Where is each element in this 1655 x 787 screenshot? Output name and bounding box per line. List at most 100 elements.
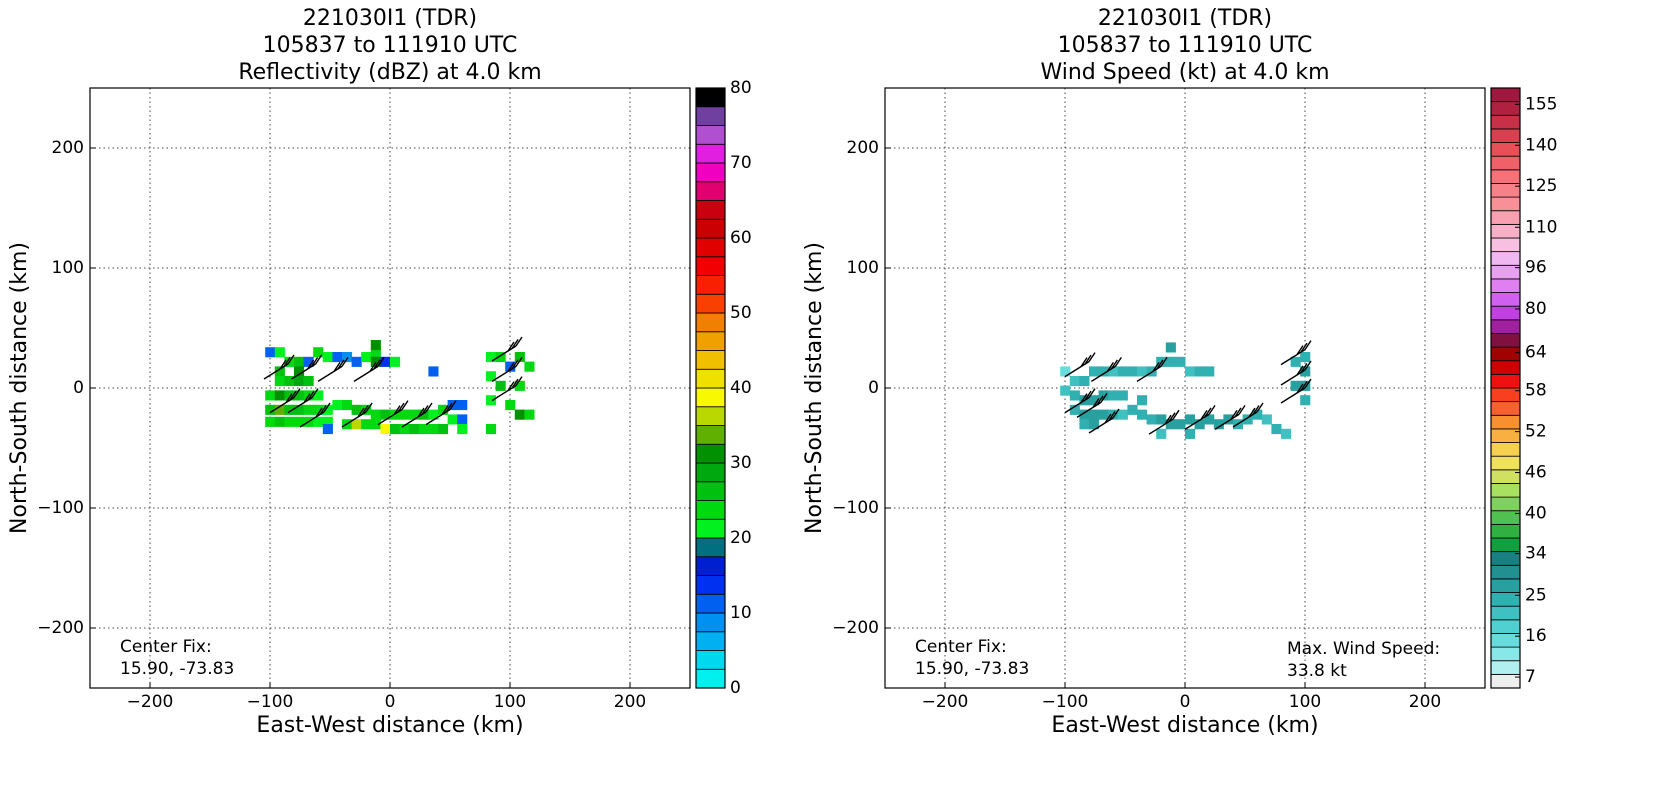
colorbar-tick-label: 80 — [1525, 299, 1547, 319]
max-wind: 33.8 kt — [1287, 661, 1347, 681]
colorbar-bin — [1490, 319, 1521, 334]
echo-cell — [1175, 419, 1186, 430]
colorbar-bin — [1490, 128, 1521, 143]
colorbar-bin — [695, 425, 726, 445]
wind-barb — [1091, 357, 1122, 382]
echo-cell — [428, 409, 439, 420]
echo-cell — [322, 424, 333, 435]
colorbar-bin — [1490, 387, 1521, 403]
colorbar-bin — [1490, 251, 1521, 266]
colorbar-bin — [695, 312, 726, 333]
echo-cell — [409, 409, 420, 420]
echo-cell — [409, 424, 420, 435]
echo-cell — [1060, 366, 1071, 377]
echo-cell — [313, 416, 324, 427]
wind-barb — [491, 357, 523, 382]
colorbar-tick-label: 40 — [1525, 503, 1547, 523]
echo-cell — [1165, 356, 1176, 367]
echo-cell — [1165, 342, 1176, 353]
echo-cell — [495, 352, 506, 363]
y-tick-label: 100 — [52, 258, 84, 278]
colorbar-bin — [1490, 578, 1521, 593]
colorbar-tick-label: 0 — [730, 678, 741, 698]
echo-cell — [1271, 424, 1282, 435]
echo-cell — [294, 404, 305, 415]
echo-cell — [313, 347, 324, 358]
colorbar-bin — [695, 500, 726, 520]
y-axis-label: North-South distance (km) — [7, 242, 32, 534]
echo-cell — [380, 409, 391, 420]
colorbar-bin — [695, 631, 726, 651]
echo-cell — [438, 404, 449, 415]
panel: 221030I1 (TDR)105837 to 111910 UTCReflec… — [7, 6, 752, 738]
colorbar-bin — [1490, 633, 1521, 648]
colorbar-bin — [695, 275, 726, 295]
colorbar-bin — [695, 612, 726, 633]
echo-cell — [265, 416, 276, 427]
echo-cell — [294, 376, 305, 387]
colorbar-bin — [695, 331, 726, 351]
echo-cell — [1194, 419, 1205, 430]
echo-cell — [332, 400, 343, 411]
colorbar-bin — [1490, 169, 1521, 184]
echo-cell — [505, 361, 516, 372]
colorbar-bin — [695, 556, 726, 576]
echo-cell — [294, 356, 305, 367]
chart-title: Reflectivity (dBZ) at 4.0 km — [238, 60, 541, 85]
y-tick-label: −100 — [832, 498, 879, 518]
colorbar-bin — [695, 406, 726, 426]
echo-cell — [322, 416, 333, 427]
colorbar-bin — [695, 87, 726, 108]
colorbar-bin — [1490, 223, 1521, 239]
echo-cell — [361, 404, 372, 415]
echo-cell — [370, 340, 381, 351]
echo-cell — [1089, 366, 1100, 377]
colorbar-bin — [695, 650, 726, 670]
colorbar-bin — [695, 368, 726, 389]
wind-barb — [353, 357, 385, 382]
echo-cell — [1290, 356, 1301, 367]
echo-cell — [1185, 428, 1196, 439]
echo-cell — [1079, 419, 1090, 430]
colorbar-bin — [1490, 346, 1521, 362]
colorbar-bin — [695, 162, 726, 183]
wind-barb — [291, 354, 323, 380]
echo-cell — [274, 366, 285, 377]
wind-barb — [1064, 388, 1096, 414]
echo-cell — [1089, 395, 1100, 406]
echo-cell — [303, 356, 314, 367]
colorbar-tick-label: 40 — [730, 378, 752, 398]
colorbar-bin — [695, 350, 726, 370]
echo-cell — [274, 390, 285, 401]
echo-cell — [438, 424, 449, 435]
colorbar-bin — [1490, 428, 1521, 443]
wind-barb — [1280, 340, 1312, 366]
chart-title: Wind Speed (kt) at 4.0 km — [1040, 60, 1329, 85]
echo-cell — [1223, 414, 1234, 425]
x-axis-label: East-West distance (km) — [256, 713, 523, 738]
echo-cell — [1117, 366, 1128, 377]
colorbar-bin — [1490, 142, 1521, 157]
colorbar-bin — [695, 256, 726, 276]
echo-cell — [294, 390, 305, 401]
wind-barb — [263, 354, 295, 380]
wind-barb — [1136, 357, 1168, 382]
colorbar-bin — [1490, 442, 1521, 457]
colorbar-bin — [695, 481, 726, 501]
wind-barb — [1232, 402, 1264, 428]
echo-cell — [265, 347, 276, 358]
x-tick-label: 0 — [1180, 692, 1191, 712]
echo-cell — [322, 404, 333, 415]
colorbar-bin — [695, 143, 726, 164]
echo-cell — [1165, 419, 1176, 430]
chart-title: 105837 to 111910 UTC — [1058, 33, 1313, 58]
echo-cell — [1300, 395, 1311, 406]
echo-cell — [284, 376, 295, 387]
colorbar-tick-label: 80 — [730, 78, 752, 98]
y-tick-label: −200 — [832, 618, 879, 638]
colorbar-bin — [1490, 483, 1521, 498]
echo-cell — [1146, 414, 1157, 425]
echo-cell — [313, 404, 324, 415]
colorbar-tick-label: 140 — [1525, 135, 1557, 155]
